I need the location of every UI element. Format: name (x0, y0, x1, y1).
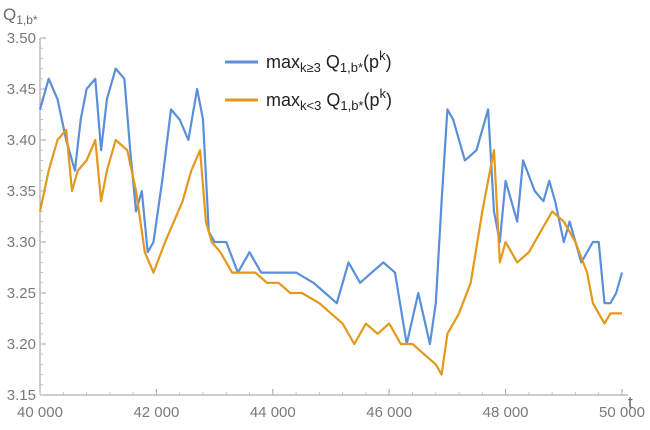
legend-2-post: (p (364, 90, 380, 110)
legend-1-post: (p (363, 52, 379, 72)
legend-2-sub1: k<3 (300, 98, 321, 113)
y-tick-label: 3.20 (7, 336, 36, 353)
legend-2-sub2: 1,b* (340, 98, 363, 113)
y-tick-label: 3.40 (7, 132, 36, 149)
legend-2-mid: Q (321, 90, 340, 110)
axes: 3.15 3.20 3.25 3.30 3.35 3.40 3.45 3.50 40 000 42… (7, 30, 645, 421)
legend-2-pre: max (266, 90, 300, 110)
x-tick-label: 40 000 (17, 404, 63, 421)
series-line-2 (38, 128, 622, 376)
legend-2-sup: k (380, 86, 387, 101)
x-tick-label: 44 000 (250, 404, 296, 421)
series-layer (38, 67, 624, 376)
x-axis-label: t (628, 393, 633, 412)
legend-1-sup: k (379, 48, 386, 63)
series-line-1 (38, 67, 624, 346)
legend-label-series-2: maxk<3 Q1,b*(pk) (266, 86, 392, 113)
y-tick-label: 3.50 (7, 30, 36, 47)
x-tick-label: 42 000 (133, 404, 179, 421)
x-tick-label: 46 000 (366, 404, 412, 421)
legend-1-mid: Q (321, 52, 340, 72)
legend-1-sub1: k≥3 (300, 60, 321, 75)
y-tick-label: 3.15 (7, 387, 36, 404)
y-axis-label-main: Q (3, 5, 16, 24)
y-tick-label: 3.25 (7, 285, 36, 302)
y-tick-label: 3.35 (7, 183, 36, 200)
legend-1-sub2: 1,b* (340, 60, 363, 75)
legend-1-pre: max (266, 52, 300, 72)
legend-2-end: ) (386, 90, 392, 110)
legend-label-series-1: maxk≥3 Q1,b*(pk) (266, 48, 392, 75)
y-axis-label-sub: 1,b* (16, 13, 38, 27)
x-tick-label: 48 000 (483, 404, 529, 421)
x-tick-label: 50 000 (599, 404, 645, 421)
legend: maxk≥3 Q1,b*(pk) maxk<3 Q1,b*(pk) (225, 48, 392, 113)
y-tick-label: 3.45 (7, 81, 36, 98)
y-axis-label: Q1,b* (3, 5, 38, 27)
legend-1-end: ) (386, 52, 392, 72)
y-tick-label: 3.30 (7, 234, 36, 251)
